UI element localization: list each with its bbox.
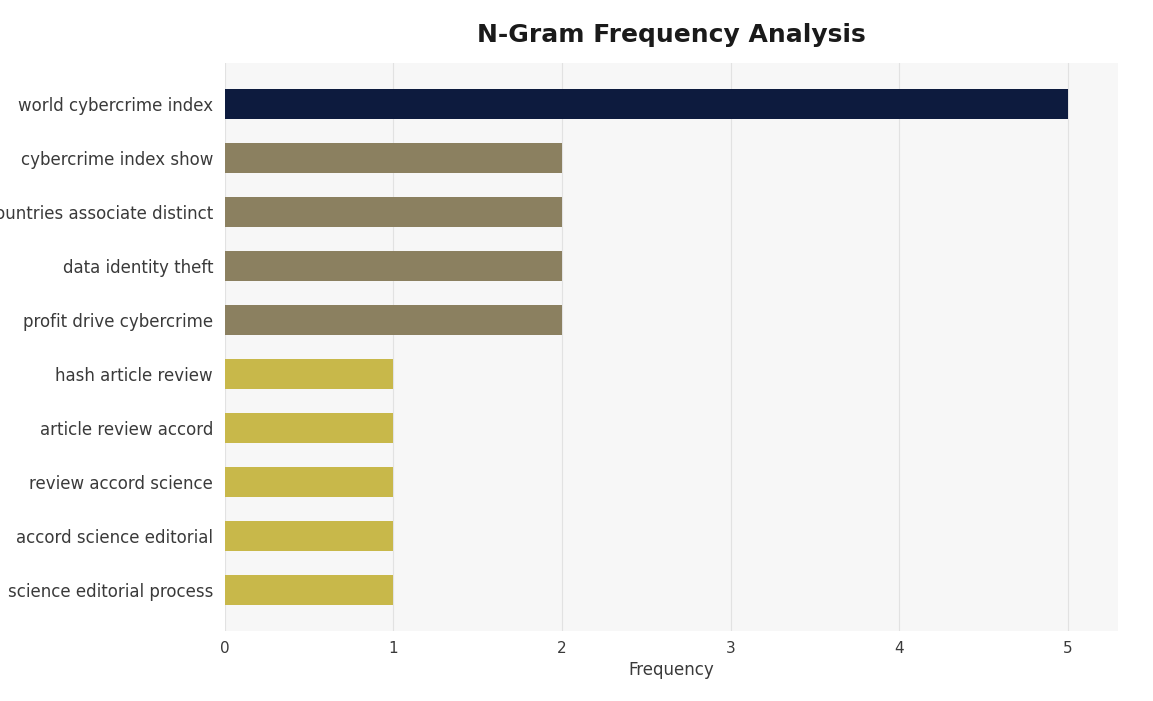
X-axis label: Frequency: Frequency <box>628 661 715 679</box>
Bar <box>225 522 393 551</box>
Bar <box>225 359 393 389</box>
Bar <box>225 143 562 172</box>
Bar <box>225 251 562 281</box>
Bar <box>225 468 393 497</box>
Bar <box>225 305 562 335</box>
Bar <box>225 576 393 605</box>
Title: N-Gram Frequency Analysis: N-Gram Frequency Analysis <box>477 23 866 47</box>
Bar <box>225 197 562 226</box>
Bar <box>225 413 393 443</box>
Bar <box>225 89 1068 118</box>
